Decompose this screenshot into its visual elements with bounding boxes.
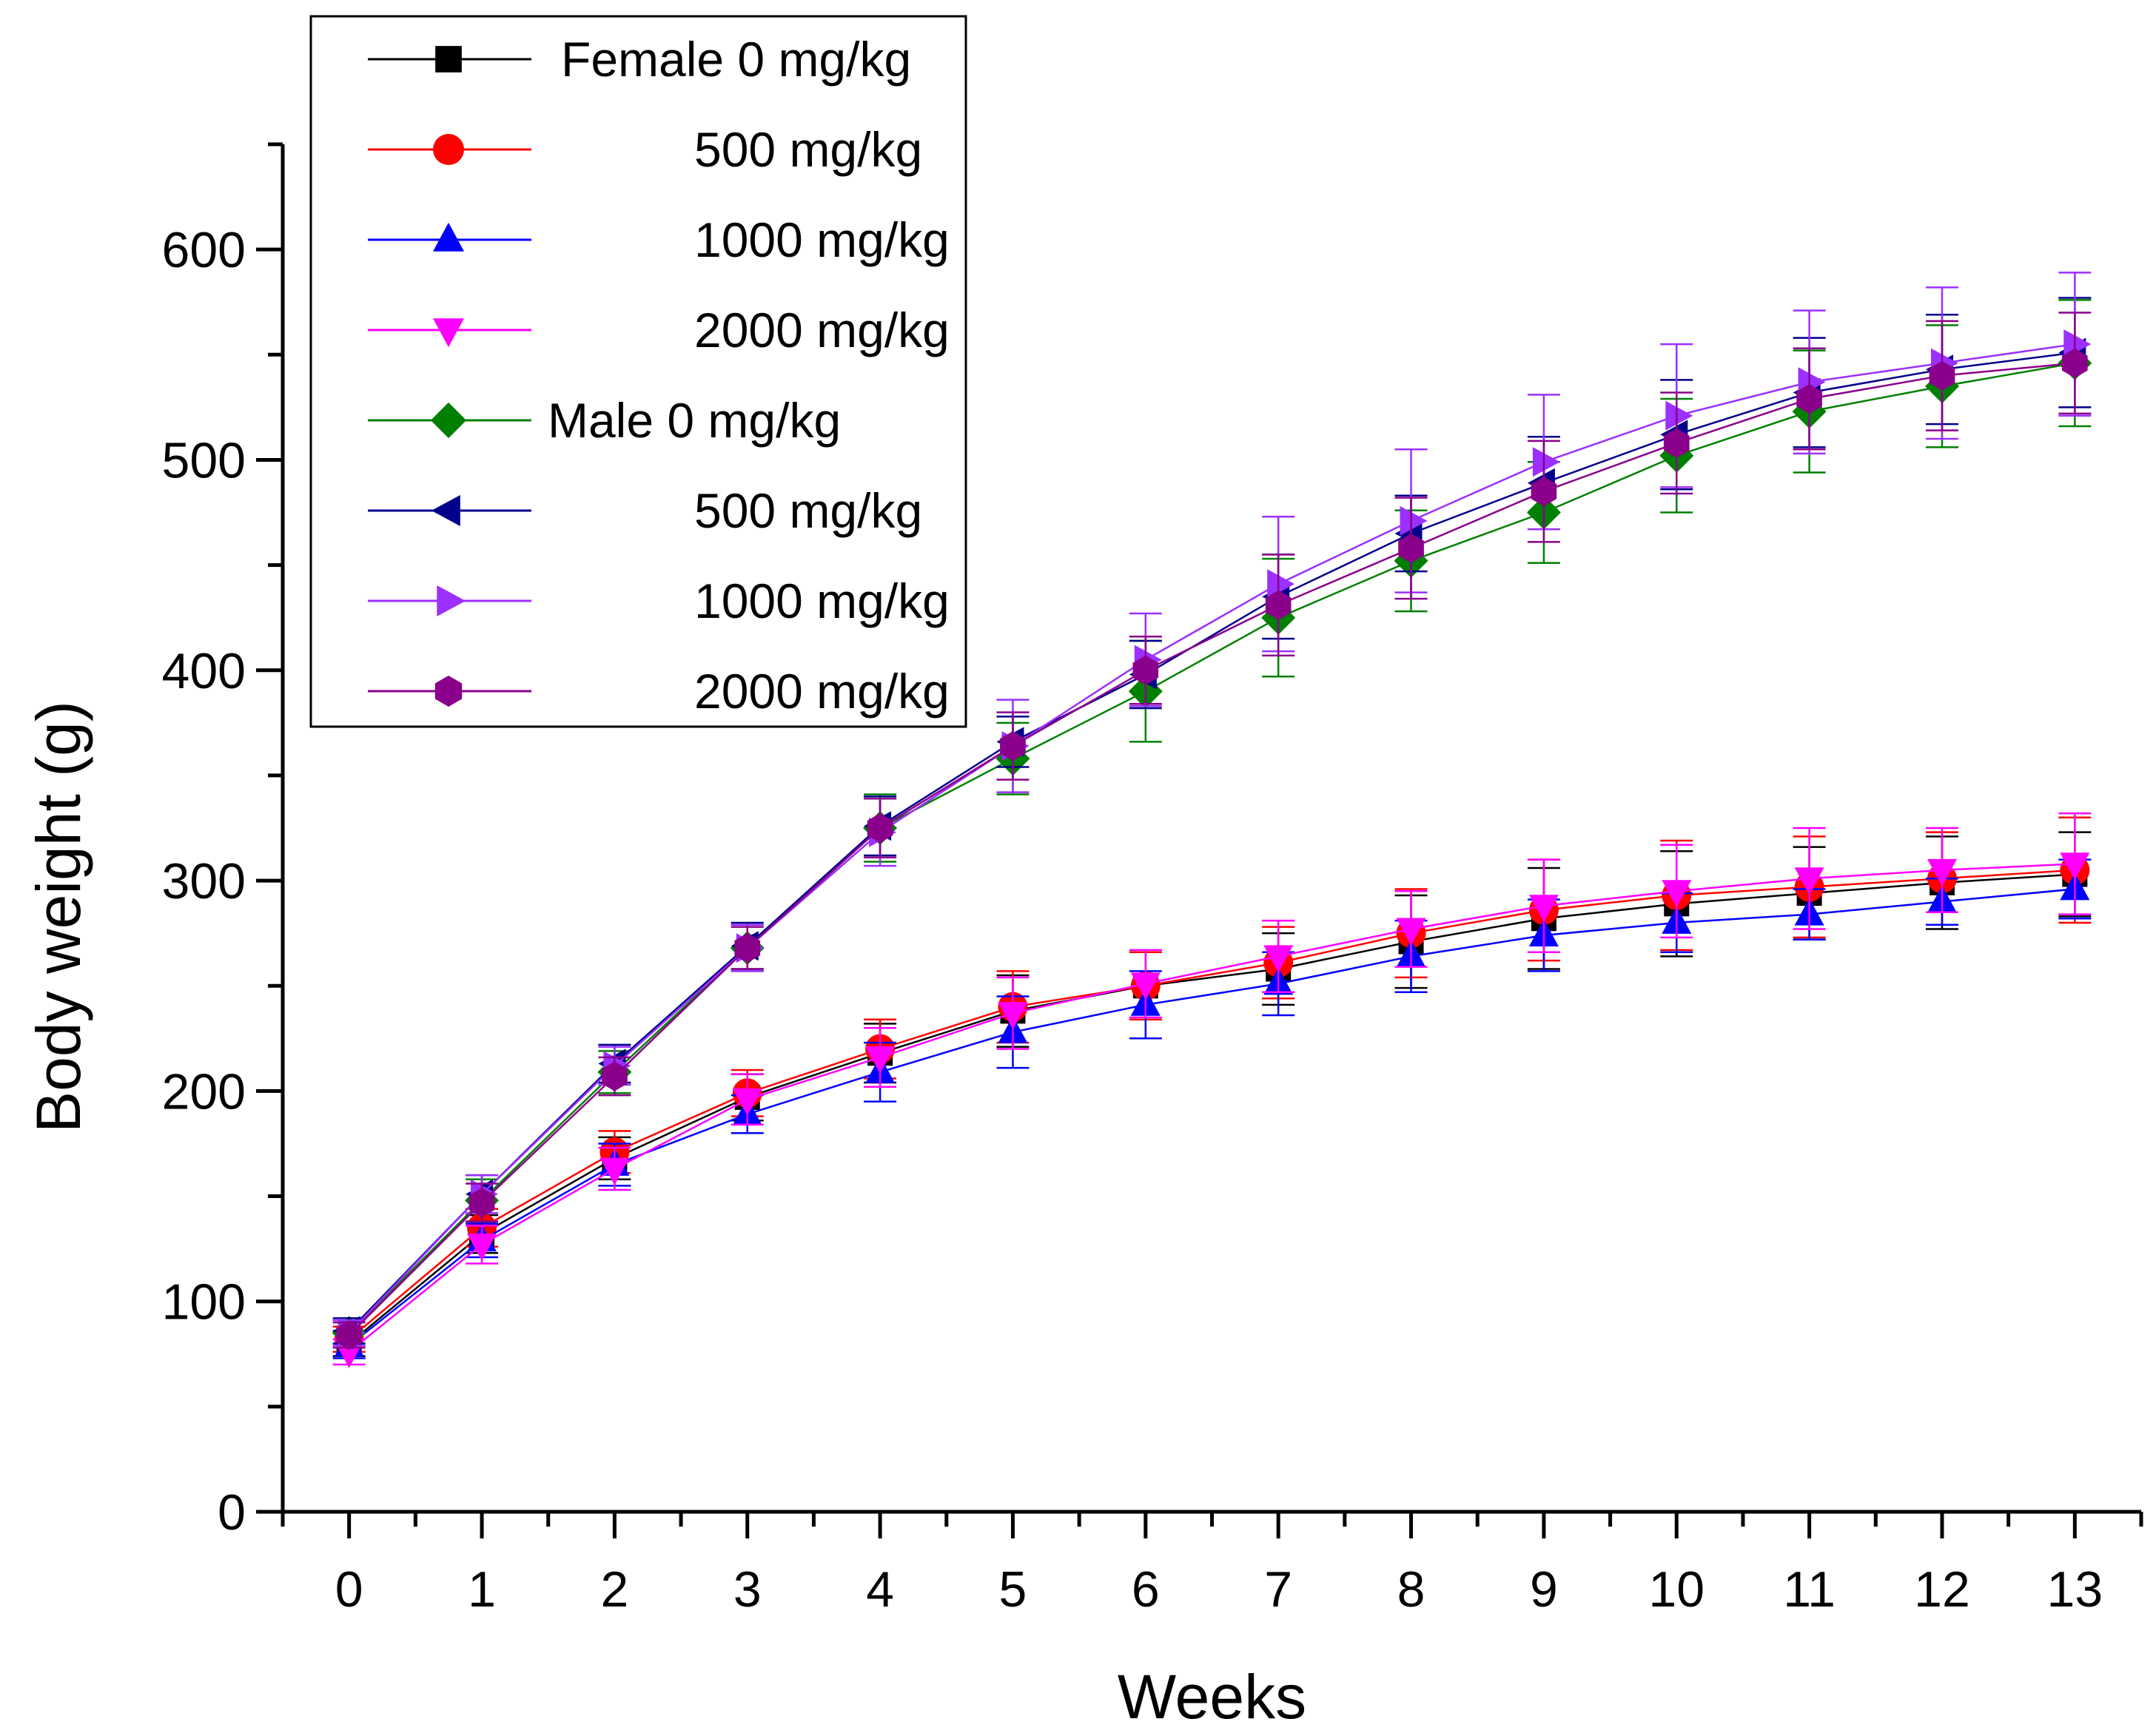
series-8 [332,312,2092,1350]
y-tick-label: 100 [162,1274,246,1330]
series-3 [332,858,2092,1359]
y-tick-label: 400 [162,643,246,699]
y-tick-label: 200 [162,1063,246,1120]
legend-label: 1000 mg/kg [694,212,950,267]
legend-item-5: Male 0 mg/kg [368,393,841,448]
data-point [600,1157,630,1185]
data-point [1663,428,1690,458]
legend-marker [435,46,462,73]
series-line [348,351,2075,1332]
x-tick-label: 5 [999,1561,1027,1618]
legend-label: Male 0 mg/kg [548,393,841,448]
data-point [865,1046,896,1074]
x-tick-label: 7 [1264,1561,1292,1618]
legend: Female 0 mg/kg 500 mg/kg 1000 mg/kg 2000 mg… [309,15,967,728]
data-point [1400,505,1428,536]
legend-item-8: 2000 mg/kg [368,664,950,719]
legend-marker [434,676,463,707]
data-point [1265,590,1292,620]
legend-label: 1000 mg/kg [694,573,950,628]
data-point [1398,533,1424,563]
series-4 [332,812,2092,1368]
data-point [734,933,761,963]
x-tick-label: 8 [1397,1561,1425,1618]
x-tick-label: 10 [1648,1561,1705,1618]
data-point [1927,858,1957,886]
x-tick-label: 3 [733,1561,762,1618]
legend-marker [430,402,467,439]
x-tick-label: 11 [1783,1561,1836,1618]
data-point [1130,972,1161,1000]
legend-marker [433,222,464,252]
legend-marker [431,495,460,526]
y-tick-label: 300 [162,853,246,909]
data-point [1528,895,1559,923]
y-axis-title: Body weight (g) [24,701,93,1133]
series-2 [332,816,2092,1354]
x-tick-label: 12 [1914,1561,1970,1618]
data-point [1665,400,1693,431]
x-tick-label: 0 [335,1561,363,1618]
data-point [1263,945,1294,973]
data-point [998,1002,1028,1030]
x-tick-label: 9 [1530,1561,1558,1618]
data-point [469,1188,495,1218]
legend-marker [433,134,464,165]
data-point [1532,447,1560,477]
legend-item-2: 500 mg/kg [368,122,922,177]
series-line [348,869,2075,1340]
data-point [1132,655,1159,685]
data-point [2060,852,2090,881]
legend-marker [437,585,466,616]
y-tick-label: 500 [162,432,246,488]
x-tick-label: 13 [2047,1561,2103,1618]
legend-label: 500 mg/kg [694,122,922,177]
legend-item-7: 1000 mg/kg [368,573,950,628]
data-point [1531,477,1557,507]
series-line [348,362,2075,1336]
data-point [1267,569,1295,599]
x-tick-label: 6 [1132,1561,1160,1618]
x-axis-title: Weeks [1118,1662,1306,1732]
series-layer [332,272,2092,1368]
data-point [1796,384,1822,414]
data-point [336,1320,362,1350]
legend-box [309,15,967,728]
y-tick-label: 0 [218,1484,246,1541]
legend-item-6: 500 mg/kg [368,483,922,538]
legend-label: 500 mg/kg [694,483,922,538]
series-line [348,362,2075,1334]
legend-item-4: 2000 mg/kg [368,303,950,357]
legend-item-1: Female 0 mg/kg [368,32,911,87]
series-line [348,873,2075,1345]
data-point [1000,731,1026,761]
x-tick-label: 4 [866,1561,894,1618]
data-point [467,1233,497,1261]
data-point [1396,918,1426,946]
data-point [732,1088,762,1116]
data-point [1929,360,1955,391]
x-tick-label: 2 [600,1561,628,1618]
y-tick-label: 600 [162,222,246,278]
legend-label: Female 0 mg/kg [561,32,911,87]
series-line [348,888,2075,1347]
data-point [2062,348,2088,378]
data-point [1794,867,1824,895]
x-tick-label: 1 [468,1561,496,1618]
legend-label: 2000 mg/kg [694,664,950,719]
data-point [867,813,893,843]
series-line [348,343,2075,1334]
legend-label: 2000 mg/kg [694,303,950,357]
series-line [348,863,2075,1353]
data-point [1662,880,1692,908]
legend-item-3: 1000 mg/kg [368,212,950,267]
legend-marker [433,318,464,348]
data-point [602,1061,628,1091]
